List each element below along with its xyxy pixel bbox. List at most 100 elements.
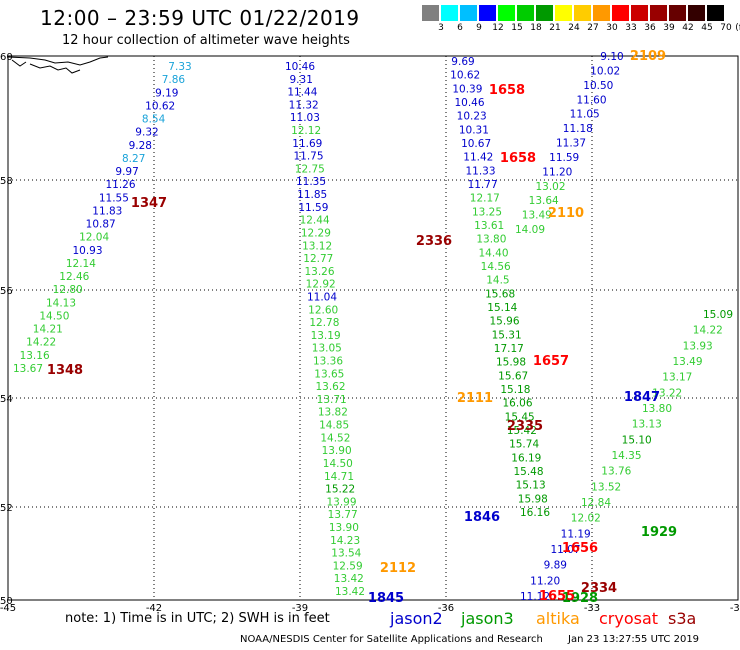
- satellite-label-jason2: jason2: [390, 609, 443, 628]
- legend-swatch: [669, 5, 686, 21]
- swh-value: 13.62: [315, 381, 345, 393]
- swh-value: 14.40: [478, 247, 508, 259]
- east-track: 15.09 14.22 13.93 13.49 13.17 13.22 13.80 13.13…: [520, 309, 733, 603]
- swh-value: 15.22: [325, 484, 355, 496]
- swh-value: 13.26: [304, 266, 334, 278]
- lon-label: -36: [438, 603, 454, 614]
- swh-value: 9.89: [544, 560, 567, 572]
- pass-time: 1658: [500, 151, 536, 166]
- swh-value: 13.22: [652, 387, 682, 399]
- swh-value: 12.17: [470, 193, 500, 205]
- satellite-label-jason3: jason3: [461, 609, 514, 628]
- swh-value: 14.85: [319, 420, 349, 432]
- swh-value: 13.67: [13, 363, 43, 375]
- pass-time: 1928: [562, 591, 598, 606]
- swh-value: 7.33: [168, 61, 191, 73]
- lon-label: -33: [584, 603, 600, 614]
- map-frame: [7, 55, 739, 601]
- pass-time: 1847: [624, 390, 660, 405]
- swh-value: 11.35: [296, 176, 326, 188]
- swh-value: 14.09: [515, 224, 545, 236]
- legend-tick: 9: [476, 23, 482, 33]
- swh-value: 11.19: [561, 528, 591, 540]
- swh-value: 10.39: [452, 83, 482, 95]
- swh-value: 11.03: [290, 112, 320, 124]
- pass-time: 1656: [562, 541, 598, 556]
- swh-value: 11.85: [297, 189, 327, 201]
- satellite-label-s3a: s3a: [668, 609, 697, 628]
- map-title: 12:00 – 23:59 UTC 01/22/2019: [40, 6, 360, 30]
- swh-value: 13.82: [318, 407, 348, 419]
- legend-swatch: [536, 5, 553, 21]
- swh-value: 12.75: [295, 163, 325, 175]
- swh-value: 15.98: [518, 493, 548, 505]
- swh-value: 11.44: [287, 87, 317, 99]
- lon-label: -42: [146, 603, 162, 614]
- swh-value: 10.46: [285, 61, 315, 73]
- swh-value: 10.50: [583, 80, 613, 92]
- lon-label: -39: [292, 603, 308, 614]
- pass-time: 2336: [416, 234, 452, 249]
- lon-label: -45: [0, 603, 16, 614]
- pass-time: 1845: [368, 591, 404, 606]
- swh-value: 10.93: [72, 245, 102, 257]
- legend-swatch: [650, 5, 667, 21]
- swh-value: 15.18: [500, 384, 530, 396]
- legend-swatch: [441, 5, 458, 21]
- swh-value: 9.32: [135, 127, 158, 139]
- swh-value: 11.55: [99, 192, 129, 204]
- swh-value: 12.44: [300, 215, 330, 227]
- swh-value: 17.17: [494, 343, 524, 355]
- legend-tick: 33: [625, 23, 637, 33]
- swh-value: 13.16: [20, 350, 50, 362]
- legend-swatch: [574, 5, 591, 21]
- swh-value: 12.59: [333, 560, 363, 572]
- legend-swatch: [517, 5, 534, 21]
- swh-value: 12.92: [306, 279, 336, 291]
- legend-tick: 6: [457, 23, 463, 33]
- swh-value: 15.09: [703, 309, 733, 321]
- pass-time: 1347: [131, 196, 167, 211]
- swh-value: 12.12: [291, 125, 321, 137]
- lon-label: -30: [730, 603, 740, 614]
- swh-value: 12.84: [581, 497, 611, 509]
- swh-value: 15.96: [489, 316, 519, 328]
- lat-label: 60: [0, 52, 13, 63]
- swh-value: 13.12: [302, 240, 332, 252]
- swh-value: 11.75: [293, 151, 323, 163]
- swh-value: 15.14: [487, 302, 517, 314]
- legend-swatch: [707, 5, 724, 21]
- swh-value: 11.26: [105, 179, 135, 191]
- lat-label: 54: [0, 394, 13, 405]
- swh-value: 11.83: [92, 205, 122, 217]
- left-track: 7.337.869.1910.628.549.329.288.279.9711.…: [13, 61, 192, 375]
- swh-value: 16.06: [502, 398, 532, 410]
- swh-value: 13.77: [328, 509, 358, 521]
- swh-value: 12.80: [53, 284, 83, 296]
- swh-value: 11.42: [463, 152, 493, 164]
- swh-value: 11.20: [542, 166, 572, 178]
- swh-value: 13.64: [529, 195, 559, 207]
- swh-value: 11.60: [576, 94, 606, 106]
- legend-swatch: [460, 5, 477, 21]
- swh-value: 10.23: [457, 111, 487, 123]
- lat-label: 52: [0, 503, 13, 514]
- legend-swatch: [688, 5, 705, 21]
- swh-value: 11.12: [520, 591, 550, 603]
- swh-value: 13.80: [476, 234, 506, 246]
- legend-tick: 42: [682, 23, 694, 33]
- legend-swatch: [631, 5, 648, 21]
- lat-label: 50: [0, 596, 13, 607]
- swh-value: 15.48: [513, 466, 543, 478]
- legend-tick: 70: [720, 23, 732, 33]
- swh-value: 11.20: [530, 575, 560, 587]
- swh-value: 13.71: [317, 394, 347, 406]
- swh-value: 13.05: [312, 343, 342, 355]
- map-subtitle: 12 hour collection of altimeter wave hei…: [62, 33, 350, 48]
- swh-value: 11.59: [298, 202, 328, 214]
- swh-value: 13.49: [522, 210, 552, 222]
- ne-track: 9.10 10.02 10.50 11.60 11.05 11.18 11.37 11.59 1…: [515, 51, 624, 236]
- swh-value: 11.04: [307, 292, 337, 304]
- swh-value: 13.17: [662, 372, 692, 384]
